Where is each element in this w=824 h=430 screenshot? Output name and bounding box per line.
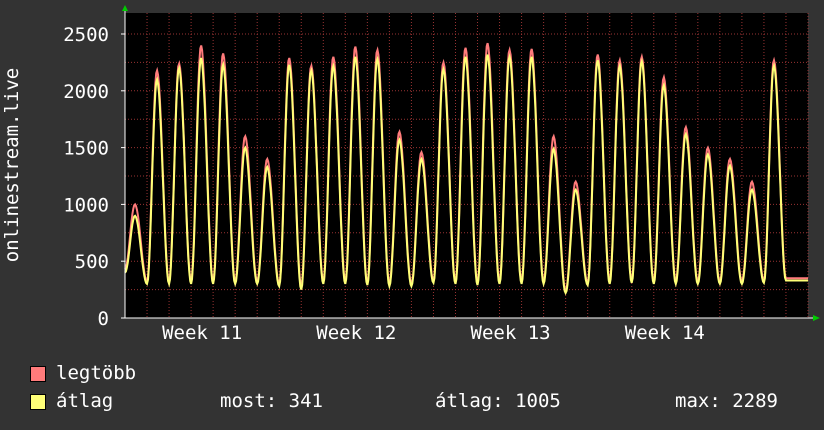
legend-item-max: legtöbb xyxy=(30,362,136,384)
y-axis-arrow-icon xyxy=(122,5,128,11)
x-tick-label: Week 13 xyxy=(471,322,551,344)
legend-label-avg: átlag xyxy=(56,390,114,412)
x-tick-label: Week 12 xyxy=(316,322,396,344)
y-tick-label: 500 xyxy=(75,251,109,273)
y-tick-label: 1000 xyxy=(63,194,109,216)
y-tick-label: 0 xyxy=(98,308,109,330)
stat-max: max: 2289 xyxy=(675,390,778,412)
x-tick-label: Week 11 xyxy=(162,322,242,344)
legend-swatch-avg xyxy=(30,393,46,410)
series-line-avg xyxy=(124,52,808,296)
y-tick-label: 2000 xyxy=(63,81,109,103)
stat-average: átlag: 1005 xyxy=(435,390,561,412)
series-group xyxy=(124,42,808,296)
x-axis-arrow-icon xyxy=(813,315,820,321)
y-tick-label: 2500 xyxy=(63,24,109,46)
y-tick-label: 1500 xyxy=(63,138,109,160)
legend-swatch-max xyxy=(30,365,46,382)
stat-current: most: 341 xyxy=(220,390,323,412)
y-axis-label: onlinestream.live xyxy=(1,67,23,263)
legend-item-avg: átlag xyxy=(30,390,113,412)
legend-label-max: legtöbb xyxy=(56,362,137,384)
x-tick-labels: Week 11 Week 12 Week 13 Week 14 xyxy=(162,322,705,344)
x-tick-label: Week 14 xyxy=(625,322,705,344)
y-tick-labels: 0 500 1000 1500 2000 2500 xyxy=(63,24,125,330)
axes xyxy=(122,5,820,321)
